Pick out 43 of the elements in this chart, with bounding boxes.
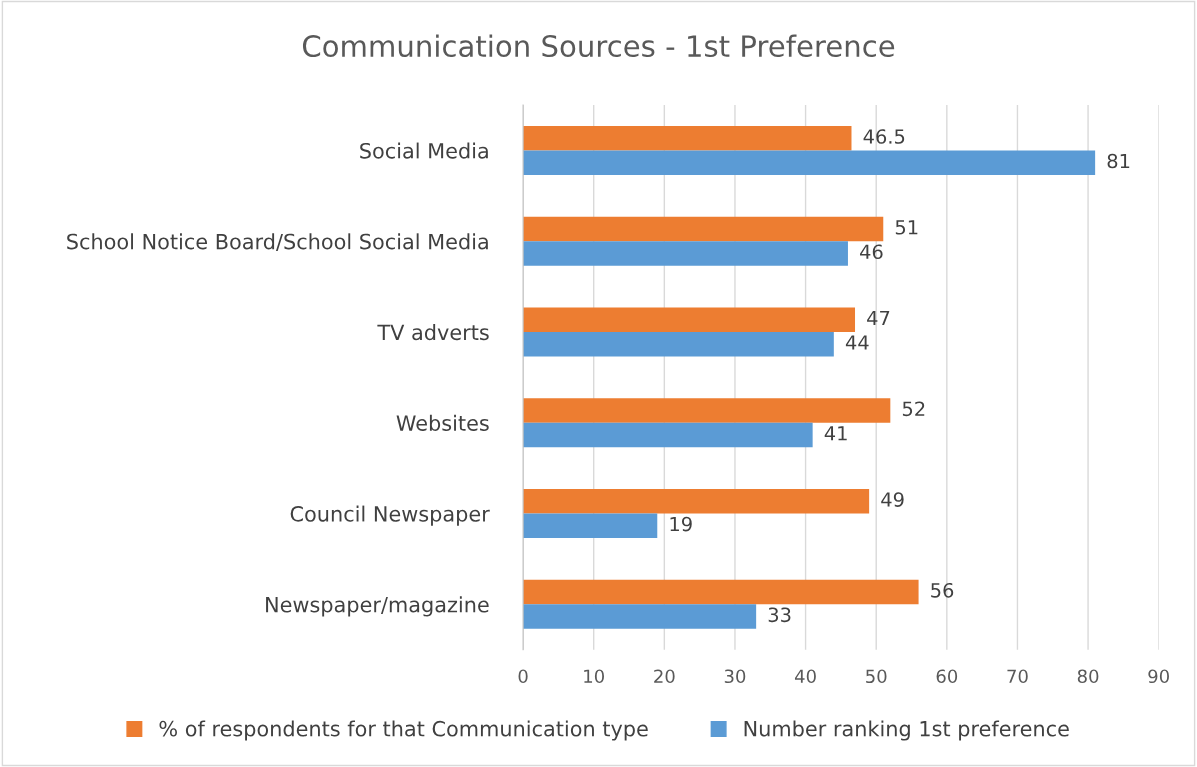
bar [523,604,757,629]
bar [523,398,891,423]
x-tick-label: 90 [1148,669,1169,684]
bar [523,241,848,266]
bar [523,489,870,514]
bar [523,125,852,151]
x-tick-label: 80 [1077,669,1099,684]
bar [523,216,884,242]
data-label: 46.5 [863,129,905,144]
bar [523,422,813,448]
y-tick-label: Council Newspaper [290,505,490,526]
bar [523,331,834,357]
bar [523,579,919,605]
x-tick-label: 70 [1007,669,1028,684]
data-label: 56 [931,582,954,598]
data-label: 81 [1107,153,1130,169]
data-label: 49 [881,492,904,507]
data-label: 46 [860,244,883,260]
legend-label: Number ranking 1st preference [744,720,1069,741]
data-label: 33 [768,607,791,623]
x-tick-label: 50 [866,669,887,684]
data-label: 52 [902,401,925,417]
data-label: 19 [670,516,692,532]
bar [523,307,856,332]
y-tick-label: Websites [396,414,489,431]
bar [523,513,658,539]
x-tick-label: 40 [794,669,816,684]
chart-title: Communication Sources - 1st Preference [302,34,895,58]
y-tick-label: School Notice Board/School Social Media [67,233,488,252]
x-tick-label: 0 [518,669,528,684]
x-tick-label: 30 [724,669,746,684]
x-tick-label: 10 [584,669,604,684]
y-tick-label: Social Media [360,142,488,159]
bar [523,150,1096,175]
data-label: 47 [867,310,890,326]
y-tick-label: TV adverts [377,324,489,341]
data-label: 41 [824,426,847,441]
legend-label: % of respondents for that Communication type [159,720,648,741]
x-tick-label: 20 [654,669,675,684]
x-tick-label: 60 [936,669,958,684]
data-label: 51 [895,220,918,235]
data-label: 44 [845,335,869,350]
y-tick-label: Newspaper/magazine [266,596,489,617]
